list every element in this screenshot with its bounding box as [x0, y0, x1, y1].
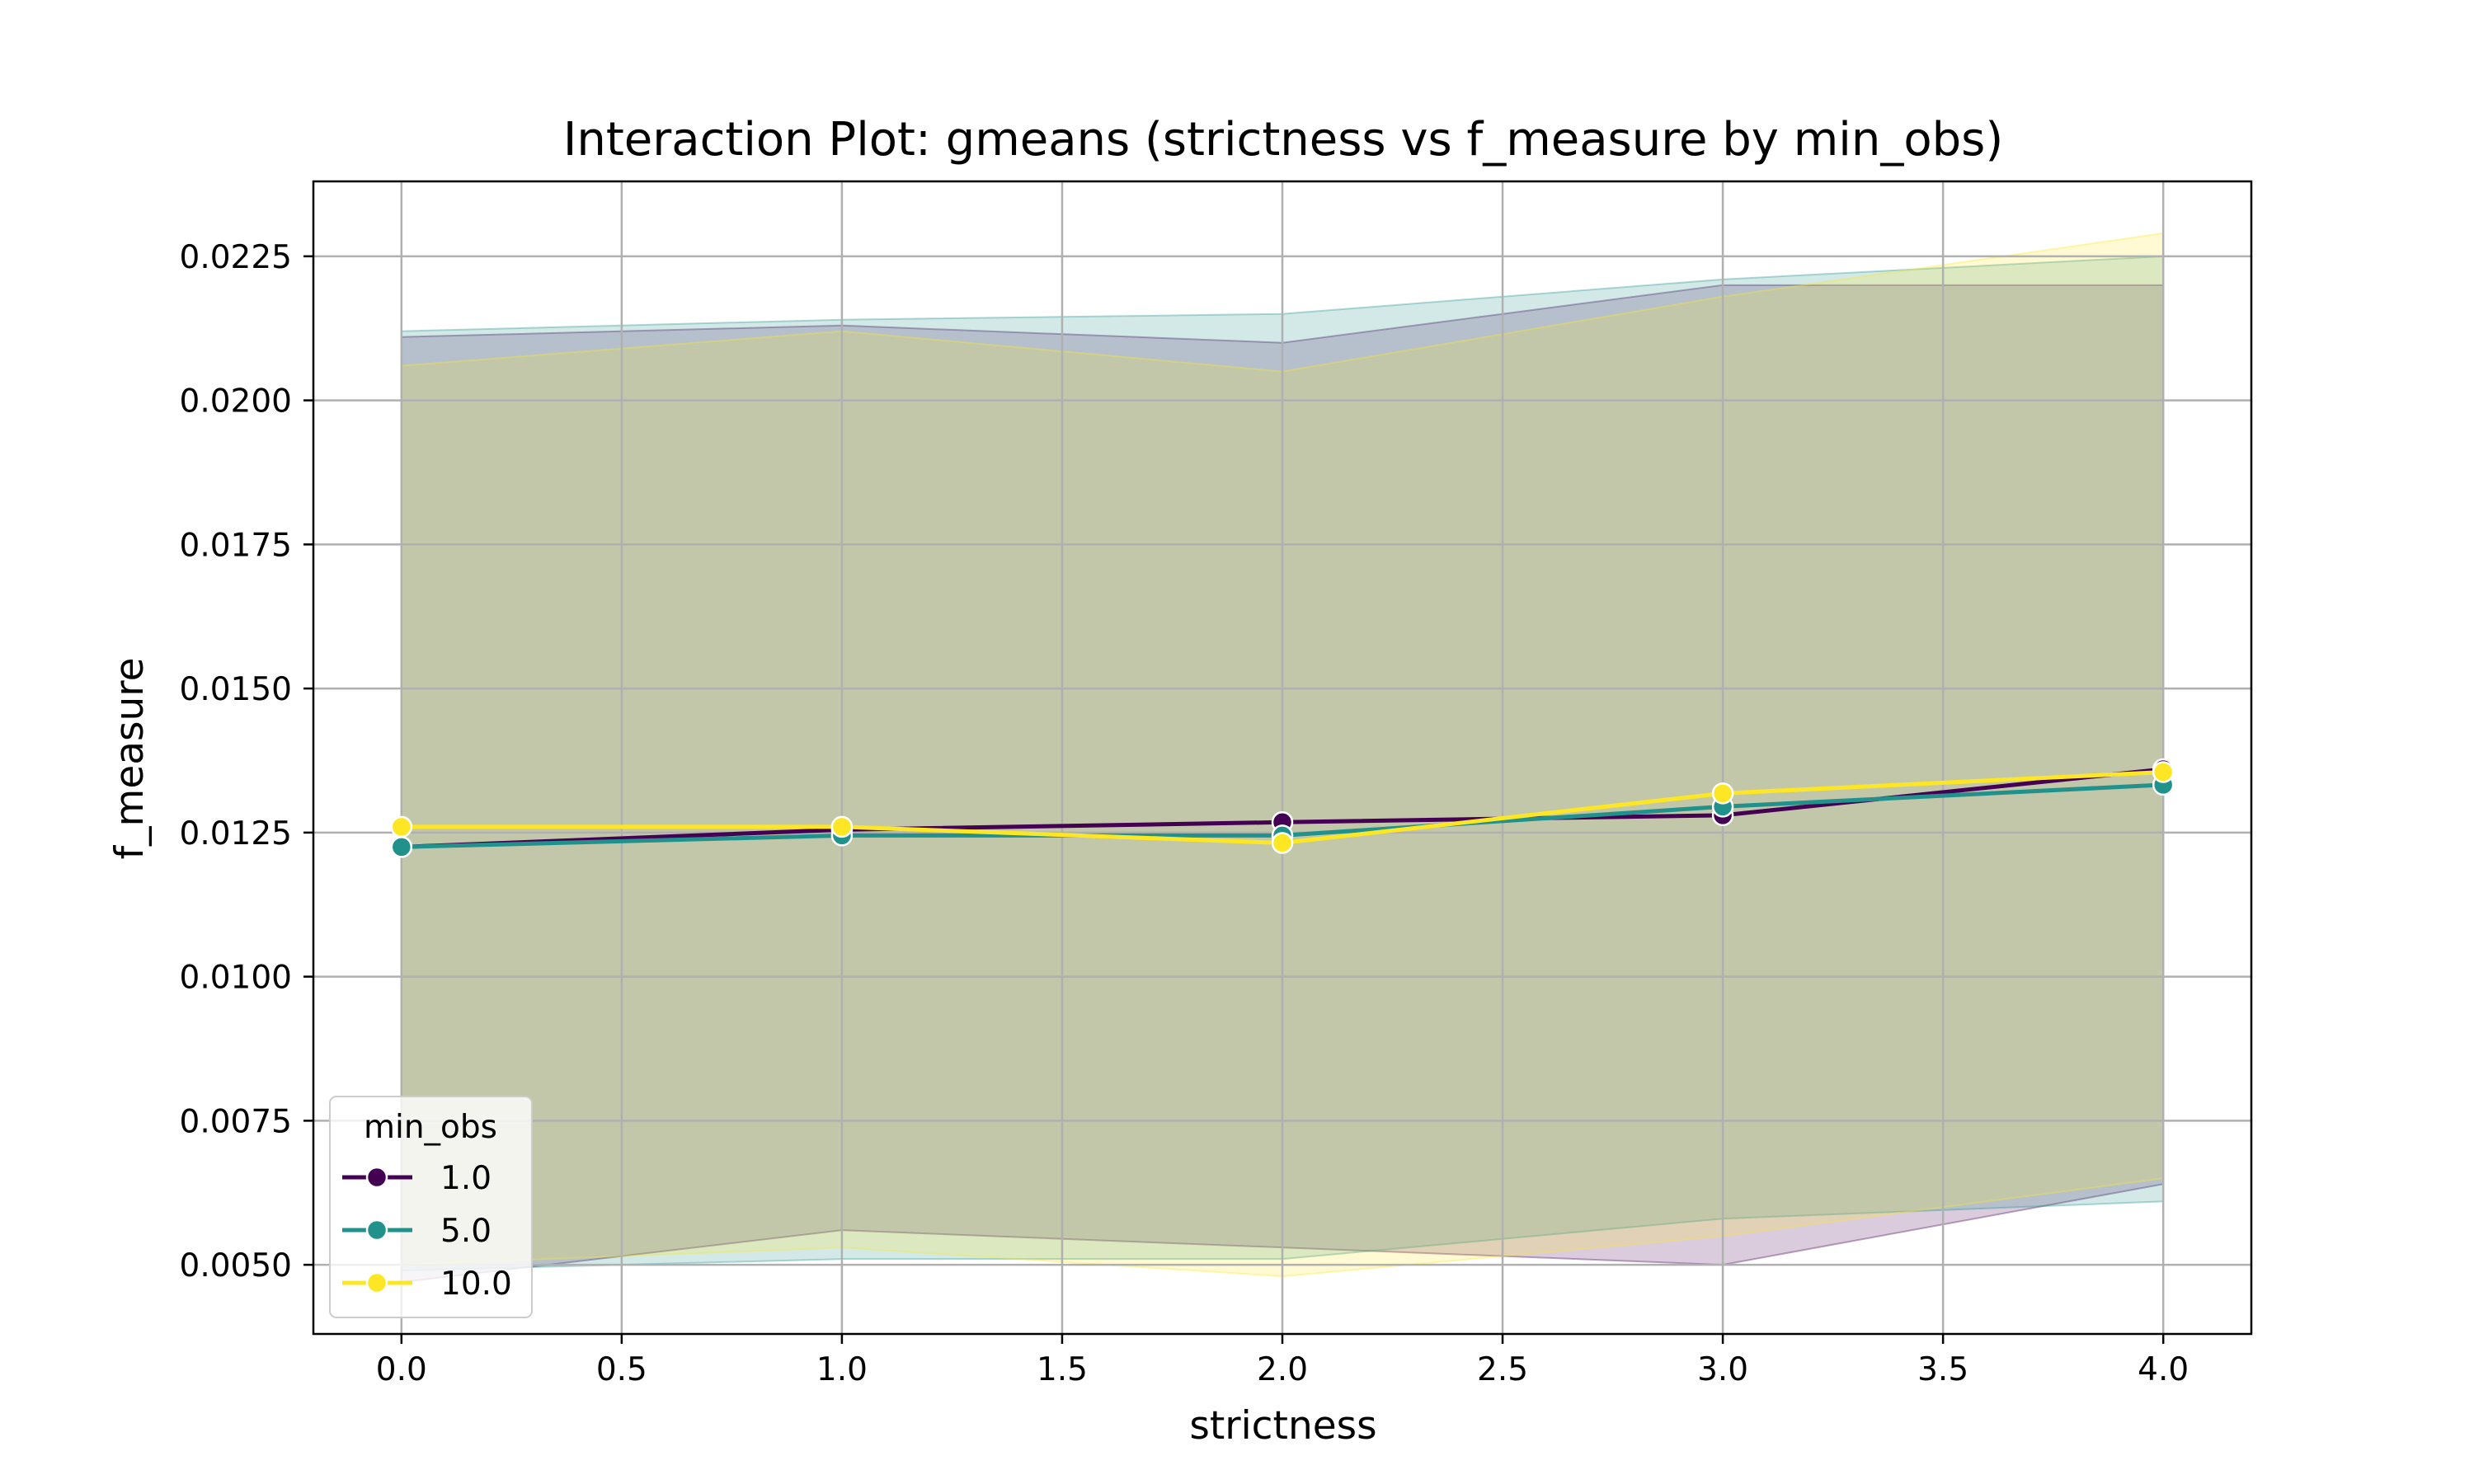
x-axis-label: strictness	[1189, 1403, 1376, 1449]
y-tick-label: 0.0150	[180, 671, 292, 708]
series-points	[390, 758, 2175, 858]
legend-swatch-marker	[365, 1271, 388, 1294]
y-tick-label: 0.0075	[180, 1103, 292, 1140]
legend-label: 10.0	[440, 1266, 512, 1303]
data-point-series-2	[2152, 761, 2175, 783]
y-tick-label: 0.0225	[180, 239, 292, 276]
legend-label: 1.0	[440, 1160, 492, 1197]
x-tick-label: 2.0	[1257, 1351, 1308, 1388]
y-tick-label: 0.0050	[180, 1247, 292, 1284]
x-tick-label: 4.0	[2138, 1351, 2189, 1388]
legend-label: 5.0	[440, 1213, 492, 1250]
y-axis-label: f_measure	[107, 657, 153, 859]
chart-title: Interaction Plot: gmeans (strictness vs …	[563, 113, 2003, 167]
y-tick-label: 0.0100	[180, 960, 292, 997]
data-point-series-2	[390, 815, 413, 838]
legend-box	[329, 1096, 533, 1318]
x-tick-label: 3.0	[1697, 1351, 1748, 1388]
x-tick-label: 0.0	[376, 1351, 427, 1388]
axis-ticks: 0.0 0.5 1.0 1.5 2.0 2.5 3.0 3.5 4.0 0.0050 0.0075 0…	[180, 239, 2189, 1388]
data-point-series-2	[1711, 782, 1734, 805]
legend-title: min_obs	[364, 1109, 497, 1146]
x-tick-label: 2.5	[1477, 1351, 1528, 1388]
x-tick-label: 0.5	[596, 1351, 647, 1388]
x-tick-label: 3.5	[1917, 1351, 1968, 1388]
data-point-series-2	[830, 815, 854, 838]
x-tick-label: 1.5	[1037, 1351, 1088, 1388]
y-tick-label: 0.0125	[180, 815, 292, 852]
legend-swatch-marker	[365, 1166, 388, 1189]
grid	[313, 181, 2251, 1334]
y-tick-label: 0.0200	[180, 383, 292, 420]
legend-swatch-marker	[365, 1219, 388, 1242]
legend-entries: 1.0 5.0 10.0	[342, 1160, 512, 1303]
legend: min_obs 1.0 5.0 10.0	[329, 1096, 533, 1318]
y-tick-label: 0.0175	[180, 527, 292, 564]
data-point-series-1	[390, 836, 413, 858]
data-point-series-2	[1271, 832, 1294, 854]
x-tick-label: 1.0	[816, 1351, 868, 1388]
